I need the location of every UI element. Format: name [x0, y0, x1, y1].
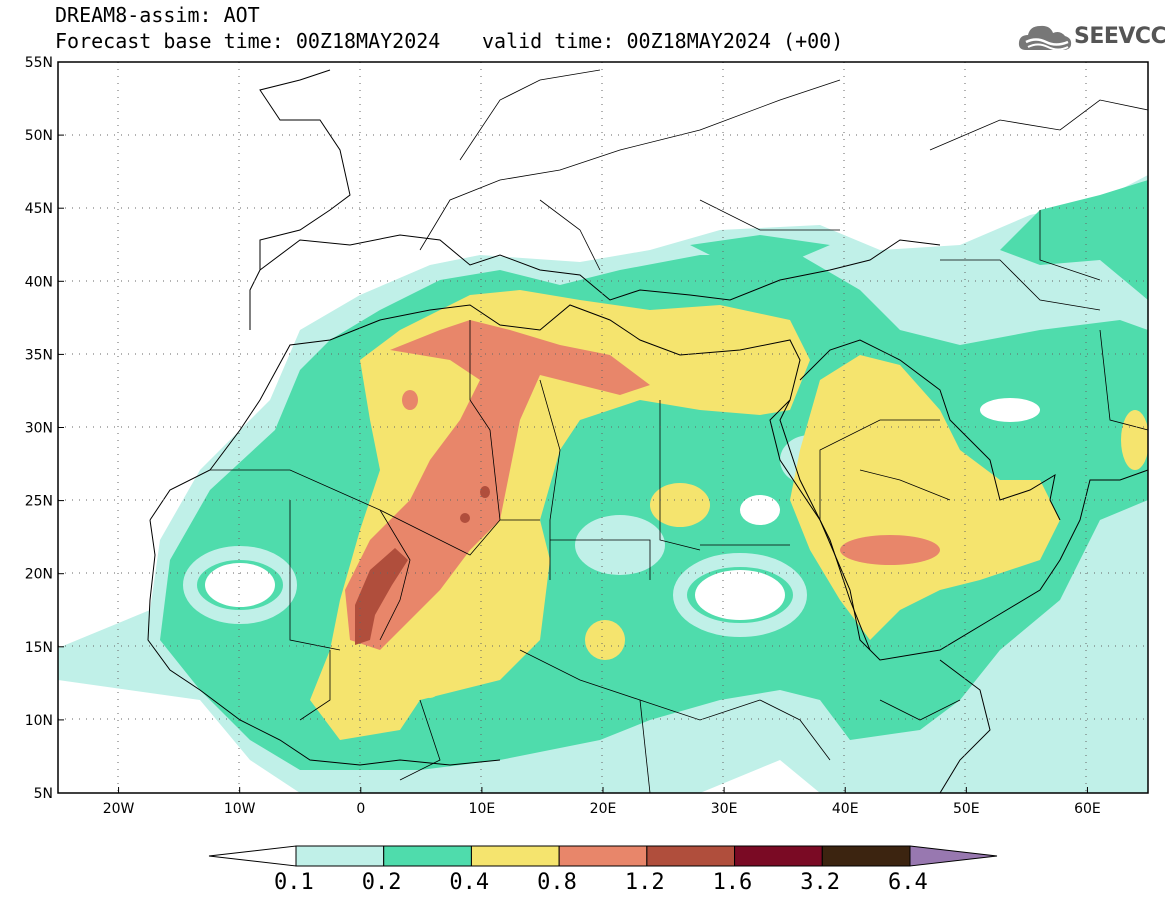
- lat-tick-label: 40N: [25, 274, 53, 290]
- aot-field-white-holes: [205, 398, 1040, 620]
- colorbar-segment: [821, 845, 911, 867]
- cloud-icon: [1018, 25, 1072, 51]
- lat-tick-label: 50N: [25, 128, 53, 144]
- colorbar-label: 0.4: [449, 870, 490, 895]
- lat-tick-label: 30N: [25, 421, 53, 437]
- lon-tick-label: 60E: [1074, 801, 1101, 817]
- map-title: DREAM8-assim: AOT: [55, 3, 260, 27]
- colorbar-label: 3.2: [800, 870, 841, 895]
- lat-tick-label: 5N: [34, 786, 53, 802]
- colorbar-segment: [470, 845, 560, 867]
- colorbar-under-triangle: [208, 845, 297, 867]
- lon-tick-label: 30E: [711, 801, 738, 817]
- colorbar-segment: [558, 845, 648, 867]
- lat-tick-label: 25N: [25, 494, 53, 510]
- latitude-axis: 55N 50N 45N 40N 35N 30N 25N 20N 15N 10N 5N: [25, 55, 64, 802]
- forecast-base-time: Forecast base time: 00Z18MAY2024: [55, 29, 441, 53]
- seevccc-logo: SEEVCCC: [1016, 20, 1165, 58]
- lat-tick-label: 10N: [25, 713, 53, 729]
- colorbar-label: 0.8: [537, 870, 577, 895]
- colorbar-segment: [383, 845, 472, 867]
- logo-text: SEEVCCC: [1074, 24, 1165, 49]
- colorbar-label: 0.2: [361, 870, 402, 895]
- aot-field-1.2: [355, 486, 490, 645]
- lon-tick-label: 10E: [469, 801, 496, 817]
- lat-tick-label: 45N: [25, 201, 53, 217]
- colorbar-segment: [295, 845, 385, 867]
- lat-tick-label: 20N: [25, 567, 53, 583]
- colorbar: [208, 845, 998, 867]
- colorbar-label: 6.4: [888, 870, 928, 895]
- lon-tick-label: 50E: [953, 801, 980, 817]
- colorbar-segment: [646, 845, 736, 867]
- lon-tick-label: 0: [356, 801, 365, 817]
- colorbar-label: 1.6: [712, 870, 753, 895]
- colorbar-label: 1.2: [624, 870, 665, 895]
- colorbar-segment: [734, 845, 823, 867]
- lon-tick-label: 20E: [590, 801, 617, 817]
- lat-tick-label: 15N: [25, 640, 53, 656]
- colorbar-label: 0.1: [274, 870, 314, 895]
- valid-time: valid time: 00Z18MAY2024 (+00): [482, 29, 844, 53]
- lon-tick-label: 10W: [224, 801, 256, 817]
- lon-tick-label: 20W: [103, 801, 135, 817]
- country-borders: [210, 69, 1148, 793]
- aot-field-0.8: [345, 320, 940, 650]
- colorbar-over-triangle: [909, 845, 998, 867]
- lat-tick-label: 55N: [25, 55, 53, 71]
- coastlines: [147, 69, 1148, 793]
- lon-tick-label: 40E: [832, 801, 859, 817]
- lat-tick-label: 35N: [25, 347, 53, 363]
- longitude-axis: 20W 10W 0 10E 20E 30E 40E 50E 60E: [103, 787, 1101, 817]
- graticule: [58, 62, 1148, 793]
